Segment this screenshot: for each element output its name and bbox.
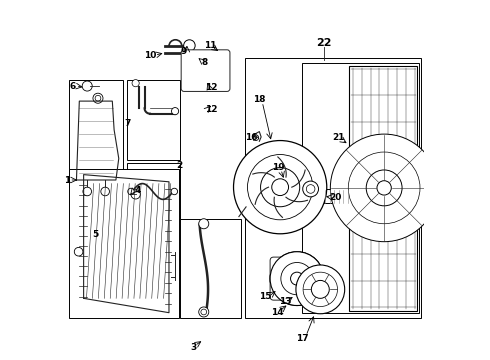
Circle shape	[330, 134, 438, 242]
Bar	[126, 80, 180, 160]
Text: 7: 7	[124, 119, 130, 128]
Circle shape	[132, 80, 139, 87]
Circle shape	[377, 181, 392, 195]
Circle shape	[197, 55, 203, 62]
Circle shape	[211, 81, 220, 91]
Circle shape	[272, 179, 289, 195]
Circle shape	[291, 272, 303, 285]
Circle shape	[253, 135, 259, 140]
Text: 12: 12	[205, 83, 217, 92]
Circle shape	[93, 93, 103, 103]
Circle shape	[101, 187, 109, 196]
Text: 21: 21	[333, 133, 345, 142]
Text: 4: 4	[134, 185, 141, 194]
Circle shape	[261, 168, 300, 207]
Text: 10: 10	[144, 51, 156, 60]
Text: 9: 9	[181, 47, 187, 56]
Bar	[126, 163, 180, 220]
Text: 13: 13	[279, 297, 292, 306]
Circle shape	[74, 247, 83, 256]
Text: 11: 11	[204, 41, 216, 50]
Circle shape	[83, 187, 92, 196]
FancyBboxPatch shape	[270, 257, 313, 300]
Circle shape	[199, 219, 209, 229]
Circle shape	[270, 252, 324, 306]
Text: 1: 1	[64, 176, 70, 185]
Text: 16: 16	[245, 133, 258, 142]
Text: 2: 2	[176, 161, 183, 170]
Bar	[349, 66, 417, 311]
Circle shape	[201, 309, 207, 315]
Circle shape	[128, 188, 134, 195]
Text: 18: 18	[253, 95, 266, 104]
Circle shape	[281, 262, 313, 295]
Circle shape	[247, 154, 313, 220]
Circle shape	[131, 190, 140, 199]
Bar	[245, 58, 421, 318]
Circle shape	[306, 185, 315, 193]
Circle shape	[303, 272, 338, 307]
Bar	[180, 220, 242, 318]
Text: 8: 8	[202, 58, 208, 67]
FancyBboxPatch shape	[181, 50, 230, 91]
Circle shape	[366, 170, 402, 206]
Circle shape	[291, 272, 303, 285]
Circle shape	[199, 307, 209, 317]
Circle shape	[311, 280, 329, 298]
Text: 5: 5	[92, 230, 98, 239]
Text: 6: 6	[69, 82, 75, 91]
Circle shape	[348, 152, 420, 224]
Circle shape	[172, 108, 179, 115]
Circle shape	[281, 262, 313, 295]
Circle shape	[234, 140, 327, 234]
Circle shape	[270, 252, 324, 306]
Text: 3: 3	[190, 343, 196, 352]
Circle shape	[303, 181, 318, 197]
Circle shape	[195, 53, 206, 64]
Circle shape	[296, 265, 344, 314]
Text: 17: 17	[296, 334, 309, 343]
Bar	[69, 80, 123, 228]
Text: 20: 20	[329, 193, 342, 202]
Circle shape	[82, 81, 92, 91]
Bar	[324, 189, 349, 203]
Circle shape	[184, 40, 195, 51]
Circle shape	[202, 78, 213, 89]
Circle shape	[95, 95, 101, 101]
Bar	[69, 169, 179, 318]
Text: 15: 15	[259, 292, 271, 301]
Text: 22: 22	[316, 38, 332, 48]
Text: 14: 14	[271, 308, 284, 317]
Text: 12: 12	[205, 105, 217, 114]
Text: 19: 19	[271, 163, 284, 172]
Circle shape	[171, 188, 177, 195]
Bar	[302, 63, 419, 314]
